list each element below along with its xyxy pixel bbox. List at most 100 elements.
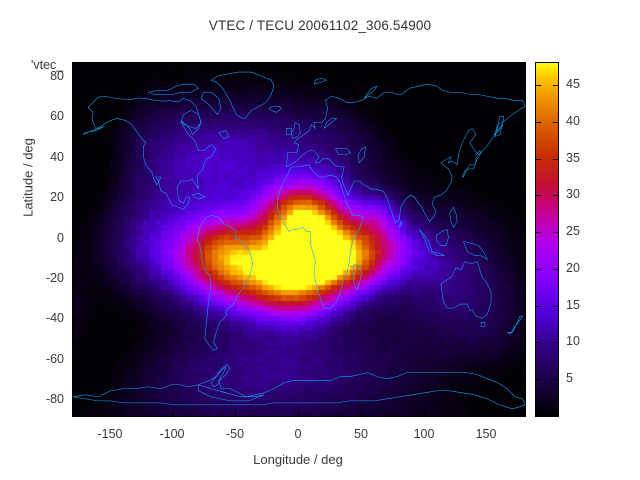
colorbar-tick-mark xyxy=(536,232,541,233)
coastline-borneo-indonesia xyxy=(436,229,449,245)
map-plot-area xyxy=(72,62,526,417)
y-tick-label: -20 xyxy=(45,271,64,285)
y-tick-label: 60 xyxy=(50,109,64,123)
coastline-greenland xyxy=(211,72,274,118)
colorbar-tick-label: 10 xyxy=(566,334,580,348)
colorbar-tick-mark xyxy=(553,269,558,270)
colorbar-tick-label: 30 xyxy=(566,187,580,201)
x-tick-mark xyxy=(110,410,111,416)
y-tick-label: 20 xyxy=(50,190,64,204)
colorbar-tick-mark xyxy=(553,306,558,307)
coastline-europe-asia xyxy=(286,84,525,223)
colorbar-tick-label: 45 xyxy=(566,77,580,91)
x-tick-mark xyxy=(486,410,487,416)
colorbar-tick-mark xyxy=(536,159,541,160)
coastline-antarctica xyxy=(73,367,525,409)
coastline-sri-lanka xyxy=(399,221,402,227)
x-tick-mark xyxy=(235,410,236,416)
coastline-new-guinea xyxy=(463,242,487,260)
x-tick-mark xyxy=(424,410,425,416)
coastline-overlay xyxy=(73,63,525,416)
x-tick-label: -150 xyxy=(97,427,123,441)
coastline-japan xyxy=(462,151,481,177)
y-tick-mark xyxy=(73,198,79,199)
coastline-black-caspian xyxy=(335,149,350,155)
coastline-tasmania xyxy=(481,322,485,326)
y-tick-mark xyxy=(73,319,79,320)
y-tick-label: 0 xyxy=(57,231,64,245)
y-tick-mark xyxy=(73,400,79,401)
y-tick-mark xyxy=(73,77,79,78)
y-tick-label: -60 xyxy=(45,352,64,366)
colorbar-tick-mark xyxy=(553,342,558,343)
x-tick-label: 150 xyxy=(475,427,497,441)
coastline-canada-arctic xyxy=(148,84,198,94)
coastline-philippines xyxy=(450,207,458,227)
coastline-sumatra-java xyxy=(420,229,445,255)
coastline-labrador xyxy=(219,131,229,139)
colorbar-tick-mark xyxy=(536,269,541,270)
series-label-overlap: 'vtec_ xyxy=(31,58,64,72)
coastline-hudson xyxy=(181,110,201,128)
coastline-new-zealand xyxy=(507,316,522,334)
colorbar-tick-label: 5 xyxy=(566,371,573,385)
x-tick-label: 100 xyxy=(413,427,435,441)
y-tick-mark xyxy=(73,360,79,361)
colorbar-tick-label: 20 xyxy=(566,261,580,275)
colorbar-tick-mark xyxy=(553,232,558,233)
colorbar-tick-mark xyxy=(536,342,541,343)
colorbar-tick-mark xyxy=(553,379,558,380)
colorbar-tick-mark xyxy=(553,122,558,123)
coastline-australia xyxy=(441,262,491,318)
y-tick-mark xyxy=(73,158,79,159)
coastline-iceland xyxy=(269,106,282,112)
y-axis-title: Latitude / deg xyxy=(20,138,36,217)
coastline-antarctic-shelf xyxy=(199,385,264,401)
coastline-scandinavia-baltic xyxy=(324,118,337,128)
x-axis-title: Longitude / deg xyxy=(253,452,343,467)
coastline-antarctic-peninsula xyxy=(211,365,230,387)
colorbar-tick-mark xyxy=(553,85,558,86)
colorbar-tick-mark xyxy=(553,159,558,160)
coastline-baffin xyxy=(201,92,221,114)
y-tick-label: -40 xyxy=(45,311,64,325)
coastline-novaya-zemlya xyxy=(364,86,377,98)
coastline-cuba xyxy=(192,193,205,199)
coastline-kamchatka-kuril xyxy=(495,125,503,137)
y-tick-mark xyxy=(73,279,79,280)
y-tick-label: 80 xyxy=(50,69,64,83)
colorbar-tick-mark xyxy=(536,122,541,123)
colorbar-tick-label: 15 xyxy=(566,298,580,312)
x-tick-mark xyxy=(361,410,362,416)
colorbar-tick-mark xyxy=(536,85,541,86)
y-tick-label: 40 xyxy=(50,150,64,164)
coastline-svalbard xyxy=(314,78,327,84)
colorbar-tick-label: 35 xyxy=(566,151,580,165)
coastline-uk xyxy=(291,123,300,139)
coastline-caspian xyxy=(358,147,366,163)
y-tick-label: -80 xyxy=(45,392,64,406)
coastline-africa xyxy=(278,165,363,308)
coastline-alaska-aleut xyxy=(83,127,104,135)
colorbar xyxy=(535,62,559,417)
colorbar-tick-mark xyxy=(536,306,541,307)
y-tick-mark xyxy=(73,117,79,118)
coastline-south-america xyxy=(197,215,252,350)
x-tick-label: -50 xyxy=(225,427,245,441)
coastline-ireland xyxy=(286,129,291,135)
colorbar-tick-label: 25 xyxy=(566,224,580,238)
coastline-madagascar xyxy=(353,264,362,290)
x-tick-label: -100 xyxy=(159,427,185,441)
y-tick-mark xyxy=(73,239,79,240)
x-tick-mark xyxy=(298,410,299,416)
vtec-heatmap-canvas xyxy=(73,63,525,416)
colorbar-tick-label: 40 xyxy=(566,114,580,128)
x-tick-mark xyxy=(172,410,173,416)
colorbar-tick-mark xyxy=(536,379,541,380)
colorbar-tick-mark xyxy=(536,195,541,196)
figure-title: VTEC / TECU 20061102_306.54900 xyxy=(208,18,432,33)
x-tick-label: 0 xyxy=(294,427,302,441)
x-tick-label: 50 xyxy=(354,427,368,441)
colorbar-gradient xyxy=(536,63,558,416)
